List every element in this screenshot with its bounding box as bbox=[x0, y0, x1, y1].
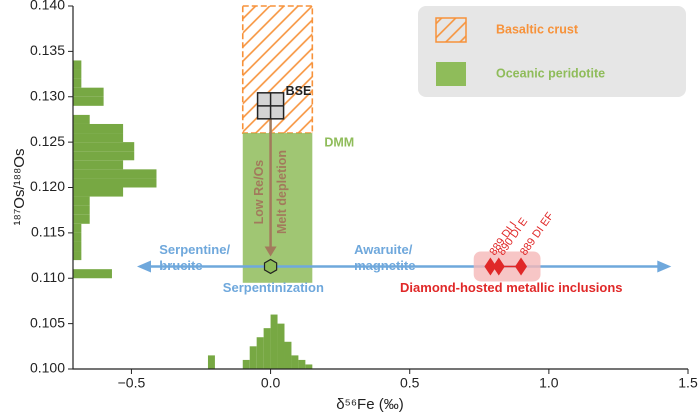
histogram-bar bbox=[73, 69, 82, 79]
histogram-bar bbox=[73, 123, 124, 134]
histogram-bar bbox=[73, 96, 104, 106]
arrow-label: magnetite bbox=[354, 258, 415, 273]
histogram-bar bbox=[242, 359, 250, 369]
histogram-bar bbox=[73, 205, 90, 215]
legend-swatch bbox=[436, 62, 466, 86]
histogram-bar bbox=[73, 160, 124, 170]
histogram-bar bbox=[73, 269, 112, 279]
histogram-bar bbox=[73, 114, 90, 124]
histogram-bar bbox=[298, 359, 306, 369]
histogram-bar bbox=[73, 60, 82, 70]
diamond-point bbox=[484, 257, 497, 276]
y-tick-label: 0.110 bbox=[31, 269, 65, 285]
legend-label: Basaltic crust bbox=[496, 22, 579, 36]
bse-label: BSE bbox=[286, 84, 312, 98]
histogram-bar bbox=[73, 223, 82, 233]
histogram-bar bbox=[263, 328, 271, 369]
region bbox=[242, 133, 313, 283]
histogram-bar bbox=[291, 355, 299, 369]
y-axis-label: ¹⁸⁷Os/¹⁸⁸Os bbox=[11, 149, 28, 226]
x-tick-label: 1.5 bbox=[678, 375, 698, 391]
x-axis-label: δ⁵⁶Fe (‰) bbox=[336, 396, 403, 413]
point-label: 889 DI EF bbox=[518, 210, 556, 258]
bse-cross bbox=[257, 92, 284, 119]
y-tick-label: 0.100 bbox=[30, 360, 65, 376]
histogram-bar bbox=[73, 251, 82, 261]
y-tick-label: 0.125 bbox=[30, 133, 65, 149]
inclusion-label: Diamond-hosted metallic inclusions bbox=[400, 280, 622, 295]
y-tick-label: 0.130 bbox=[30, 87, 65, 103]
y-tick-label: 0.140 bbox=[30, 0, 65, 13]
arrow-label: brucite bbox=[159, 258, 202, 273]
x-tick-label: 0.5 bbox=[400, 375, 420, 391]
arrow-head bbox=[657, 260, 672, 273]
histogram-bar bbox=[73, 142, 135, 152]
histogram-bar bbox=[73, 133, 124, 143]
histogram-bar bbox=[73, 178, 157, 188]
x-tick-label: 0.0 bbox=[261, 375, 281, 391]
histogram-bar bbox=[249, 346, 257, 369]
histogram-bar bbox=[73, 151, 135, 161]
histogram-bar bbox=[305, 364, 313, 369]
histogram-bar bbox=[73, 196, 90, 206]
arrow-head bbox=[264, 246, 277, 257]
histogram-bar bbox=[73, 78, 82, 88]
legend-swatch bbox=[435, 17, 467, 43]
hexagon-point bbox=[263, 258, 278, 275]
arrow-label: Serpentine/ bbox=[159, 242, 230, 257]
x-tick-label: 1.0 bbox=[539, 375, 559, 391]
histogram-bar bbox=[207, 355, 215, 369]
histogram-bar bbox=[73, 241, 82, 252]
diamond-point bbox=[492, 257, 505, 276]
arrow-label: Serpentinization bbox=[223, 280, 324, 295]
histogram-bar bbox=[256, 337, 264, 369]
histogram-bar bbox=[277, 323, 285, 369]
histogram-bar bbox=[284, 341, 292, 369]
legend-label: Oceanic peridotite bbox=[496, 66, 605, 80]
y-tick-label: 0.105 bbox=[30, 314, 65, 330]
histogram-bar bbox=[73, 214, 90, 224]
arrow-label: Awaruite/ bbox=[354, 242, 413, 257]
x-tick-label: −0.5 bbox=[118, 375, 146, 391]
histogram-bar bbox=[73, 169, 157, 179]
y-tick-label: 0.120 bbox=[30, 178, 65, 194]
arrow-label: Low Re/Os bbox=[252, 160, 266, 225]
y-tick-label: 0.135 bbox=[30, 42, 65, 58]
histogram-bar bbox=[270, 314, 278, 369]
legend-box bbox=[418, 6, 686, 97]
arrow-label: Melt depletion bbox=[275, 150, 289, 234]
histogram-bar bbox=[73, 87, 104, 97]
y-tick-label: 0.115 bbox=[31, 224, 65, 240]
dmm-label: DMM bbox=[324, 135, 354, 149]
histogram-bar bbox=[73, 232, 82, 242]
arrow-head bbox=[137, 260, 152, 273]
diamond-point bbox=[515, 257, 528, 276]
histogram-bar bbox=[73, 187, 124, 197]
